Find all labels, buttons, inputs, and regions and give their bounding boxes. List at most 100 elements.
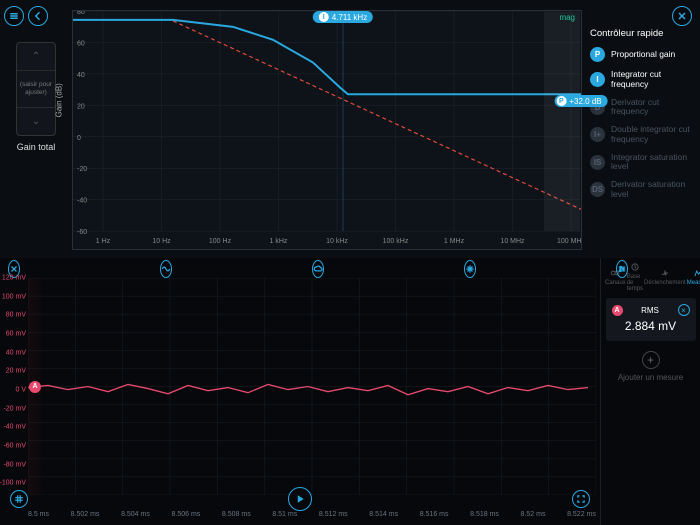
- controller-legend: Contrôleur rapide P Proportional gain I Int…: [582, 0, 700, 258]
- gain-stepper[interactable]: ⌃ (saisir pour ajuster) ⌄: [16, 42, 56, 136]
- marker-integrator[interactable]: I 4.711 kHz: [313, 11, 373, 23]
- scope-ytick: 0 V: [15, 386, 26, 393]
- legend-badge: DS: [590, 182, 605, 197]
- add-measurement[interactable]: + Ajouter un mesure: [618, 351, 683, 382]
- legend-badge: I+: [590, 127, 605, 142]
- scope-ytick: 40 mV: [6, 349, 26, 356]
- legend-title: Contrôleur rapide: [590, 28, 694, 39]
- scope-ytick: 60 mV: [6, 330, 26, 337]
- meas-channel-badge: A: [612, 305, 623, 316]
- scope-xtick: 8.502 ms: [71, 511, 100, 523]
- stepper-hint: (saisir pour ajuster): [17, 70, 55, 108]
- scope-xtick: 8.514 ms: [369, 511, 398, 523]
- back-button[interactable]: [28, 6, 48, 26]
- svg-text:100 Hz: 100 Hz: [209, 238, 232, 245]
- tab-measure[interactable]: Measure: [687, 268, 700, 286]
- scope-xtick: 8.5 ms: [28, 511, 49, 523]
- tab-timebase[interactable]: Base de temps: [627, 262, 643, 292]
- gain-up[interactable]: ⌃: [17, 43, 55, 70]
- marker-proportional[interactable]: P +32.0 dB: [554, 95, 607, 107]
- back-arrow-icon: [32, 10, 44, 22]
- meas-value: 2.884 mV: [625, 319, 676, 333]
- tab-trigger[interactable]: Déclenchement: [644, 268, 686, 286]
- svg-text:1 MHz: 1 MHz: [444, 238, 465, 245]
- scope-xtick: 8.504 ms: [121, 511, 150, 523]
- hf-shade: [544, 12, 580, 231]
- scope-ytick: 20 mV: [6, 368, 26, 375]
- add-icon: +: [642, 351, 660, 369]
- grid-btn[interactable]: [10, 490, 28, 508]
- svg-text:1 kHz: 1 kHz: [270, 238, 288, 245]
- scope-xtick: 8.512 ms: [319, 511, 348, 523]
- scope-wave-btn[interactable]: [160, 260, 172, 278]
- legend-label: Integrator saturation level: [611, 153, 694, 173]
- scope-ytick: 120 mV: [2, 275, 26, 282]
- svg-text:20: 20: [77, 103, 85, 110]
- scope-ytick: -100 mV: [0, 480, 26, 487]
- svg-text:80: 80: [77, 11, 85, 16]
- svg-text:-20: -20: [77, 166, 87, 173]
- scope-star-btn[interactable]: [464, 260, 476, 278]
- play-button[interactable]: [288, 487, 312, 511]
- channel-a-badge[interactable]: A: [29, 381, 41, 393]
- svg-text:0: 0: [77, 135, 81, 142]
- svg-text:-60: -60: [77, 229, 87, 236]
- legend-item-is[interactable]: IS Integrator saturation level: [590, 153, 694, 173]
- scope-xtick: 8.506 ms: [171, 511, 200, 523]
- legend-label: Proportional gain: [611, 50, 675, 60]
- svg-text:100 MHz: 100 MHz: [557, 238, 581, 245]
- bode-ylabel: Gain (dB): [55, 83, 64, 117]
- meas-remove[interactable]: ×: [678, 304, 690, 316]
- measure-panel: Canaux Base de temps Déclenchement Measu…: [600, 258, 700, 525]
- legend-item-ds[interactable]: DS Derivator saturation level: [590, 180, 694, 200]
- menu-icon: [8, 10, 20, 22]
- scope-settings-btn[interactable]: [616, 260, 628, 278]
- svg-text:100 kHz: 100 kHz: [383, 238, 409, 245]
- scope-panel: 120 mV 100 mV 80 mV 60 mV 40 mV 20 mV 0 V -20 m…: [0, 258, 700, 525]
- scope-xtick: 8.518 ms: [470, 511, 499, 523]
- legend-label: Integrator cut frequency: [611, 70, 694, 90]
- meas-type: RMS: [641, 306, 659, 315]
- legend-item-p[interactable]: P Proportional gain: [590, 47, 694, 62]
- svg-text:10 Hz: 10 Hz: [152, 238, 171, 245]
- legend-badge: I: [590, 72, 605, 87]
- scope-ytick: -80 mV: [3, 461, 26, 468]
- scope-xtick: 8.508 ms: [222, 511, 251, 523]
- marker-p-badge: P: [556, 96, 566, 106]
- legend-badge: P: [590, 47, 605, 62]
- svg-text:60: 60: [77, 40, 85, 47]
- svg-text:-40: -40: [77, 198, 87, 205]
- legend-badge: IS: [590, 155, 605, 170]
- close-icon: [676, 10, 688, 22]
- marker-p-value: +32.0 dB: [569, 97, 601, 106]
- scope-xtick: 8.522 ms: [567, 511, 596, 523]
- svg-text:1 Hz: 1 Hz: [96, 238, 111, 245]
- measurement-card[interactable]: A RMS × 2.884 mV: [606, 298, 696, 341]
- scope-ytick: 100 mV: [2, 293, 26, 300]
- legend-item-i+[interactable]: I+ Double integrator cut frequency: [590, 125, 694, 145]
- marker-i-value: 4.711 kHz: [332, 13, 367, 22]
- bode-panel: ⌃ (saisir pour ajuster) ⌄ Gain total 1 H…: [0, 0, 700, 258]
- legend-item-i[interactable]: I Integrator cut frequency: [590, 70, 694, 90]
- legend-label: Derivator cut frequency: [611, 98, 694, 118]
- legend-label: Double integrator cut frequency: [611, 125, 694, 145]
- scope-xtick: 8.52 ms: [521, 511, 546, 523]
- bode-chart[interactable]: 1 Hz 10 Hz 100 Hz 1 kHz 10 kHz 100 kHz 1 MHz 10…: [72, 10, 582, 250]
- scope-xtick: 8.516 ms: [420, 511, 449, 523]
- scope-toolbar: [0, 258, 600, 280]
- menu-button[interactable]: [4, 6, 24, 26]
- svg-text:10 kHz: 10 kHz: [326, 238, 348, 245]
- scope-ytick: 80 mV: [6, 312, 26, 319]
- scope-cloud-btn[interactable]: [312, 260, 324, 278]
- mag-label: mag: [559, 13, 575, 22]
- scope-xtick: 8.51 ms: [272, 511, 297, 523]
- svg-text:10 MHz: 10 MHz: [500, 238, 525, 245]
- legend-label: Derivator saturation level: [611, 180, 694, 200]
- scope-ytick: -20 mV: [3, 405, 26, 412]
- svg-text:40: 40: [77, 72, 85, 79]
- scope-canvas[interactable]: A: [28, 278, 596, 495]
- fullscreen-btn[interactable]: [572, 490, 590, 508]
- marker-i-badge: I: [319, 12, 329, 22]
- gain-down[interactable]: ⌄: [17, 108, 55, 135]
- close-button[interactable]: [672, 6, 692, 26]
